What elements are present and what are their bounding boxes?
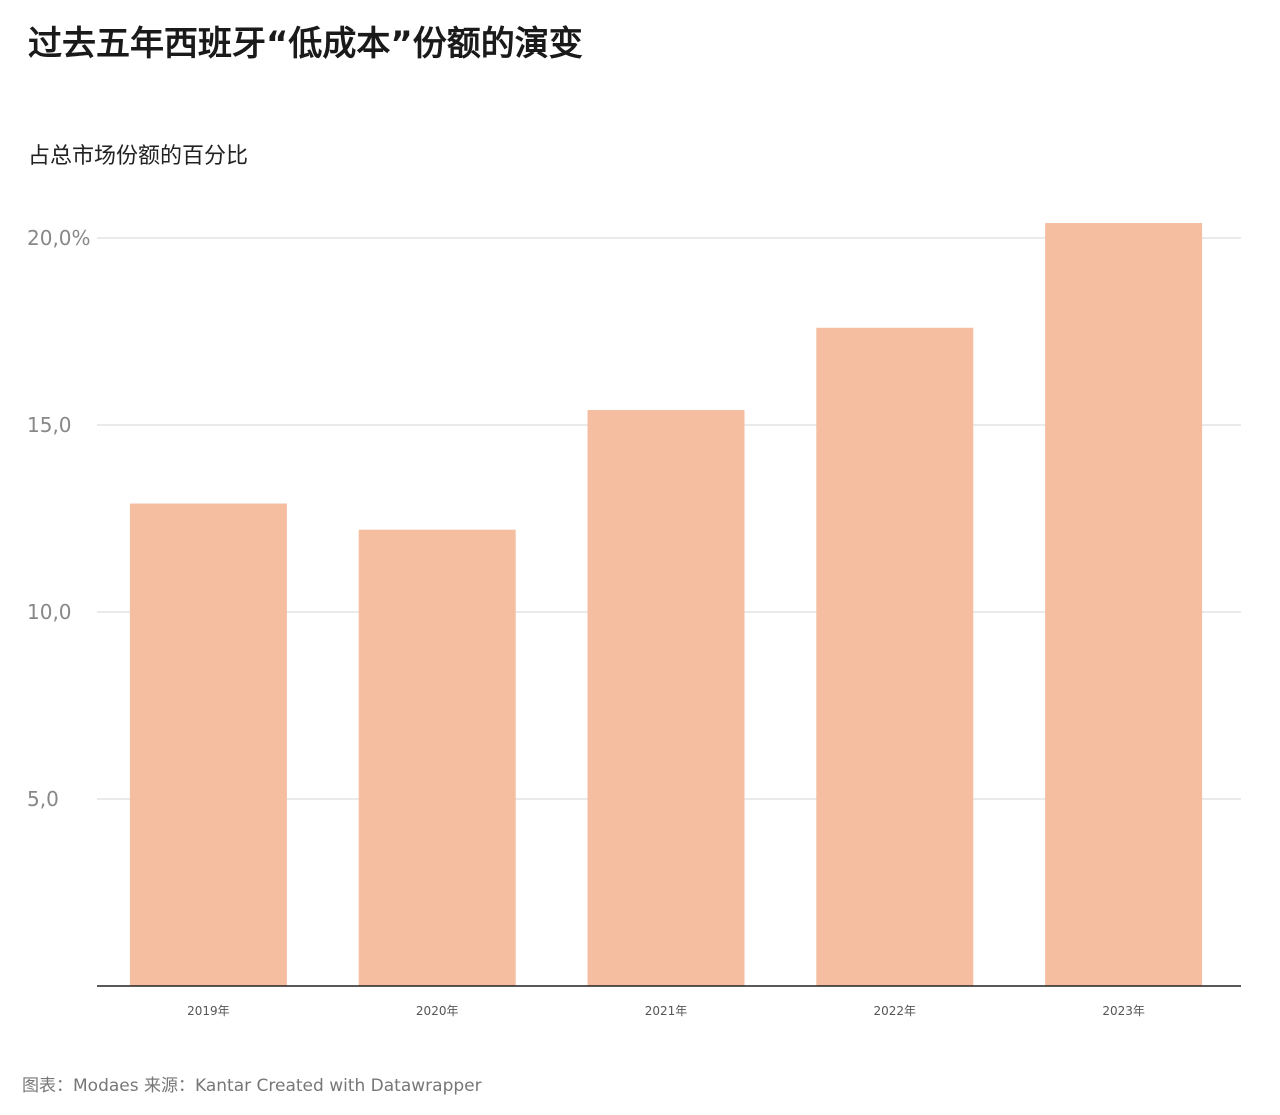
chart-footer: 图表：Modaes 来源：Kantar Created with Datawra… xyxy=(22,1076,482,1096)
y-tick-label: 5,0 xyxy=(27,787,59,811)
bar xyxy=(129,503,287,986)
chart-subtitle: 占总市场份额的百分比 xyxy=(28,144,249,169)
bar-chart: 5,0 10,0 15,0 20,0% 2019年 2020年 2021年 2022年 2023… xyxy=(27,223,1241,1018)
chart-title: 过去五年西班牙“低成本”份额的演变 xyxy=(28,24,583,64)
x-tick-label: 2021年 xyxy=(645,1004,688,1018)
x-tick-label: 2019年 xyxy=(187,1004,230,1018)
y-tick-label: 20,0% xyxy=(27,226,91,250)
bar xyxy=(587,410,745,986)
bar xyxy=(1045,223,1203,987)
x-tick-label: 2023年 xyxy=(1102,1004,1145,1018)
bar xyxy=(816,327,974,986)
x-tick-label: 2022年 xyxy=(874,1004,917,1018)
x-tick-label: 2020年 xyxy=(416,1004,459,1018)
bar xyxy=(358,529,516,986)
y-tick-label: 15,0 xyxy=(27,413,72,437)
y-tick-label: 10,0 xyxy=(27,600,72,624)
